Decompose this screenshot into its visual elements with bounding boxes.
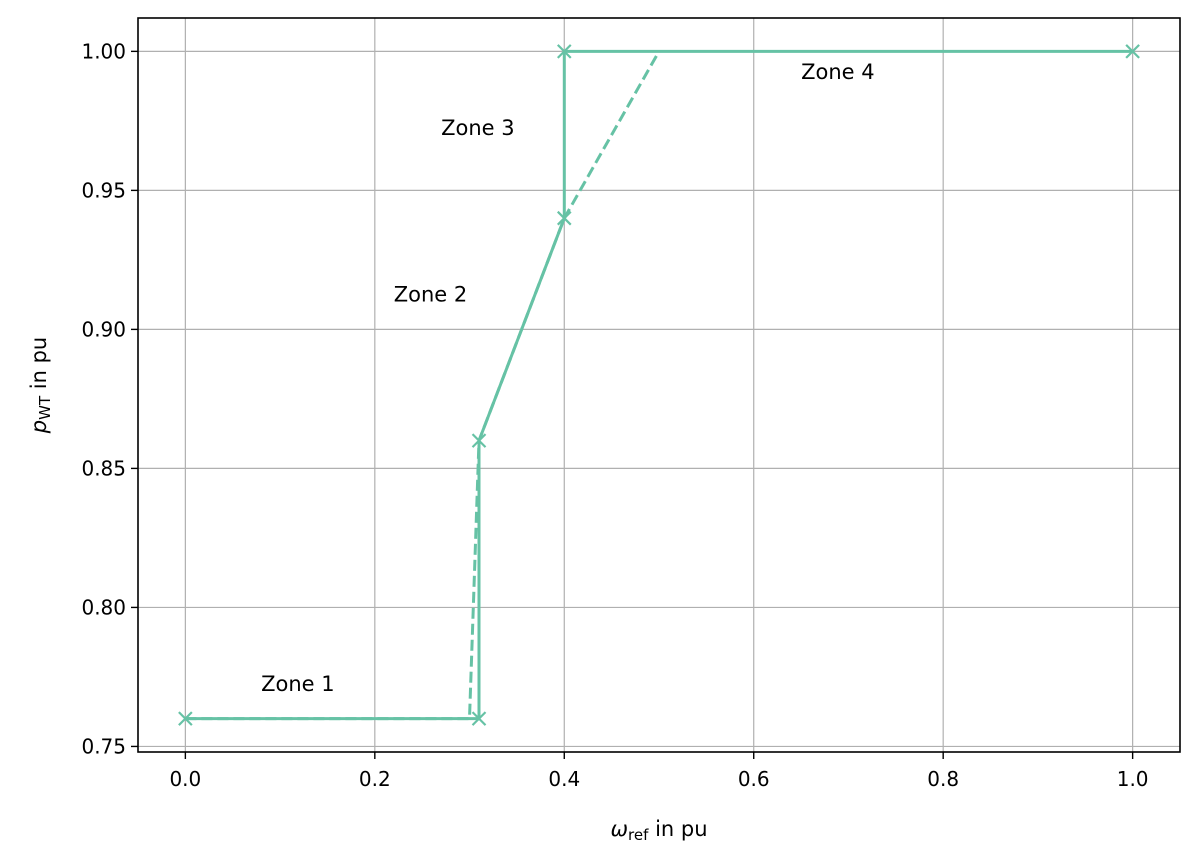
annotations: Zone 1 Zone 2 Zone 3 Zone 4 [261, 60, 874, 696]
axis-ticks: 0.0 0.2 0.4 0.6 0.8 1.0 0.75 0.80 0.85 0.90 0.95 1.… [81, 39, 1148, 791]
y-axis-label-symbol: p [27, 420, 51, 434]
zone-annotation: Zone 2 [394, 283, 468, 307]
y-tick-label: 0.95 [81, 178, 126, 202]
zone-annotation: Zone 4 [801, 60, 875, 84]
data-point-marker [1125, 44, 1140, 59]
x-axis-label-suffix: in pu [648, 817, 707, 841]
zone-annotation: Zone 1 [261, 672, 335, 696]
solid-series-line [185, 49, 1133, 721]
x-tick-label: 0.8 [927, 767, 959, 791]
series-layer [178, 44, 1140, 726]
x-axis-label-symbol: ω [610, 817, 628, 841]
grid [138, 18, 1180, 752]
x-tick-label: 0.2 [359, 767, 391, 791]
y-tick-label: 0.75 [81, 734, 126, 758]
y-tick-label: 0.85 [81, 456, 126, 480]
plot-area-frame [137, 17, 1181, 753]
y-tick-label: 0.80 [81, 595, 126, 619]
x-tick-label: 0.4 [548, 767, 580, 791]
y-tick-label: 0.90 [81, 317, 126, 341]
x-axis-label-subscript: ref [628, 826, 649, 844]
y-tick-label: 1.00 [81, 39, 126, 63]
y-axis-label-suffix: in pu [27, 337, 51, 396]
x-axis-label: ωref in pu [610, 817, 707, 844]
data-point-marker [471, 711, 487, 726]
data-point-marker [556, 44, 572, 59]
dashed-series-line [185, 50, 661, 721]
zone-annotation: Zone 3 [441, 116, 515, 140]
data-point-marker [178, 711, 193, 726]
x-tick-label: 0.6 [738, 767, 770, 791]
y-axis-label-subscript: WT [36, 395, 54, 420]
y-axis-label: pWT in pu [27, 337, 54, 434]
x-tick-label: 0.0 [169, 767, 201, 791]
x-tick-label: 1.0 [1117, 767, 1149, 791]
